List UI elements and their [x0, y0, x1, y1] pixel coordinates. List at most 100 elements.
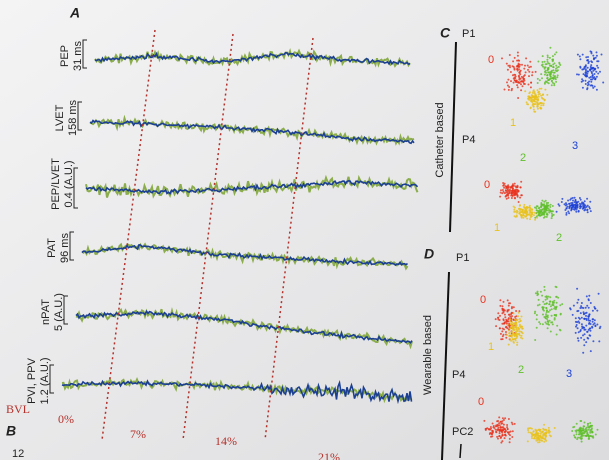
scatter-dot — [565, 212, 568, 214]
scatter-dot — [575, 430, 578, 433]
scatter-dot — [502, 318, 505, 321]
scatter-dot — [542, 300, 545, 303]
scatter-dot — [576, 287, 579, 290]
scatter-dot — [595, 54, 598, 57]
scatter-dot — [588, 436, 590, 439]
scatter-dot — [551, 71, 553, 74]
scatter-dot — [496, 435, 499, 438]
scatter-dot — [490, 435, 492, 438]
scatter-dot — [484, 429, 487, 431]
scatter-dot — [502, 419, 505, 421]
scatter-dot — [506, 333, 509, 336]
trace-blue — [89, 119, 415, 145]
scatter-dot — [552, 210, 554, 213]
scatter-dot — [592, 69, 595, 72]
scatter-dot — [535, 318, 538, 321]
trace-green — [94, 47, 411, 68]
scatter-dot — [518, 318, 521, 320]
scatter-dot — [590, 84, 593, 87]
scatter-dot — [581, 325, 584, 328]
scatter-dot — [596, 323, 599, 326]
scatter-dot — [550, 84, 553, 87]
scatter-dot — [576, 337, 579, 340]
scatter-dot — [574, 317, 577, 320]
scatter-dot — [557, 203, 560, 206]
scatter-dot — [587, 328, 590, 331]
scatter-dot — [584, 204, 587, 207]
scatter-dot — [548, 78, 551, 81]
scatter-dot — [534, 310, 537, 313]
scatter-dot — [539, 432, 542, 435]
scatter-dot — [506, 299, 509, 302]
scatter-dot — [536, 107, 539, 110]
scatter-dot — [555, 80, 558, 83]
scatter-dot — [596, 428, 599, 431]
scatter-dot — [579, 58, 582, 61]
scatter-dot — [500, 436, 502, 439]
scatter-dot — [572, 199, 574, 202]
scatter-dot — [504, 417, 507, 420]
scatter-dot — [506, 424, 509, 426]
scatter-dot — [537, 441, 539, 444]
scatter-dot — [537, 95, 540, 98]
scatter-dot — [585, 69, 587, 72]
scatter-dot — [582, 204, 585, 207]
scatter-dot — [510, 89, 513, 92]
scatter-dot — [585, 426, 588, 429]
scatter-dot — [497, 312, 500, 315]
scatter-dot — [541, 55, 544, 58]
scatter-dot — [595, 75, 598, 78]
scatter-dot — [581, 78, 584, 81]
scatter-dot — [587, 428, 590, 431]
scatter-dot — [540, 202, 543, 204]
scatter-dot — [540, 102, 543, 104]
scatter-dot — [599, 325, 602, 328]
scatter-dot — [589, 50, 592, 53]
scatter-dot — [507, 318, 510, 321]
scatter-dot — [521, 332, 524, 335]
scatter-dot — [500, 441, 503, 444]
scatter-dot — [549, 77, 552, 80]
scatter-dot — [525, 101, 528, 104]
scatter-dot — [551, 321, 554, 324]
scatter-dot — [597, 292, 600, 295]
scatter-dot — [542, 216, 545, 219]
scatter-dot — [581, 53, 584, 56]
scatter-dot — [499, 426, 502, 429]
scatter-dot — [529, 86, 532, 89]
scatter-dot — [538, 438, 541, 441]
scatter-dot — [544, 317, 547, 320]
cluster-label: 1 — [494, 222, 500, 234]
scatter-dot — [501, 417, 504, 420]
scale-bracket — [82, 39, 87, 69]
scatter-dot — [502, 311, 505, 314]
scatter-dot — [544, 204, 547, 207]
scatter-dot — [506, 309, 509, 312]
scatter-dot — [528, 209, 531, 212]
scatter-dot — [546, 58, 549, 61]
scatter-dot — [594, 56, 597, 59]
scatter-dot — [533, 100, 536, 103]
scatter-dot — [545, 208, 548, 211]
scatter-dot — [523, 206, 526, 209]
scatter-dot — [587, 426, 590, 429]
scatter-dot — [505, 189, 507, 192]
scatter-dot — [512, 329, 515, 332]
scatter-dot — [550, 80, 553, 82]
scatter-dot — [507, 313, 510, 316]
scatter-dot — [552, 77, 555, 80]
scatter-dot — [515, 319, 518, 322]
scatter-dot — [548, 303, 551, 306]
scatter-dot — [522, 82, 525, 85]
scatter-dot — [546, 54, 549, 57]
scatter-dot — [580, 435, 583, 438]
scatter-dot — [583, 317, 586, 320]
scatter-dot — [593, 306, 596, 308]
scatter-dot — [531, 104, 534, 106]
scatter-dot — [538, 213, 540, 215]
scatter-dot — [590, 52, 593, 55]
scatter-dot — [578, 429, 580, 432]
scatter-dot — [589, 334, 592, 337]
scatter-dot — [512, 312, 515, 315]
scatter-dot — [571, 430, 574, 432]
